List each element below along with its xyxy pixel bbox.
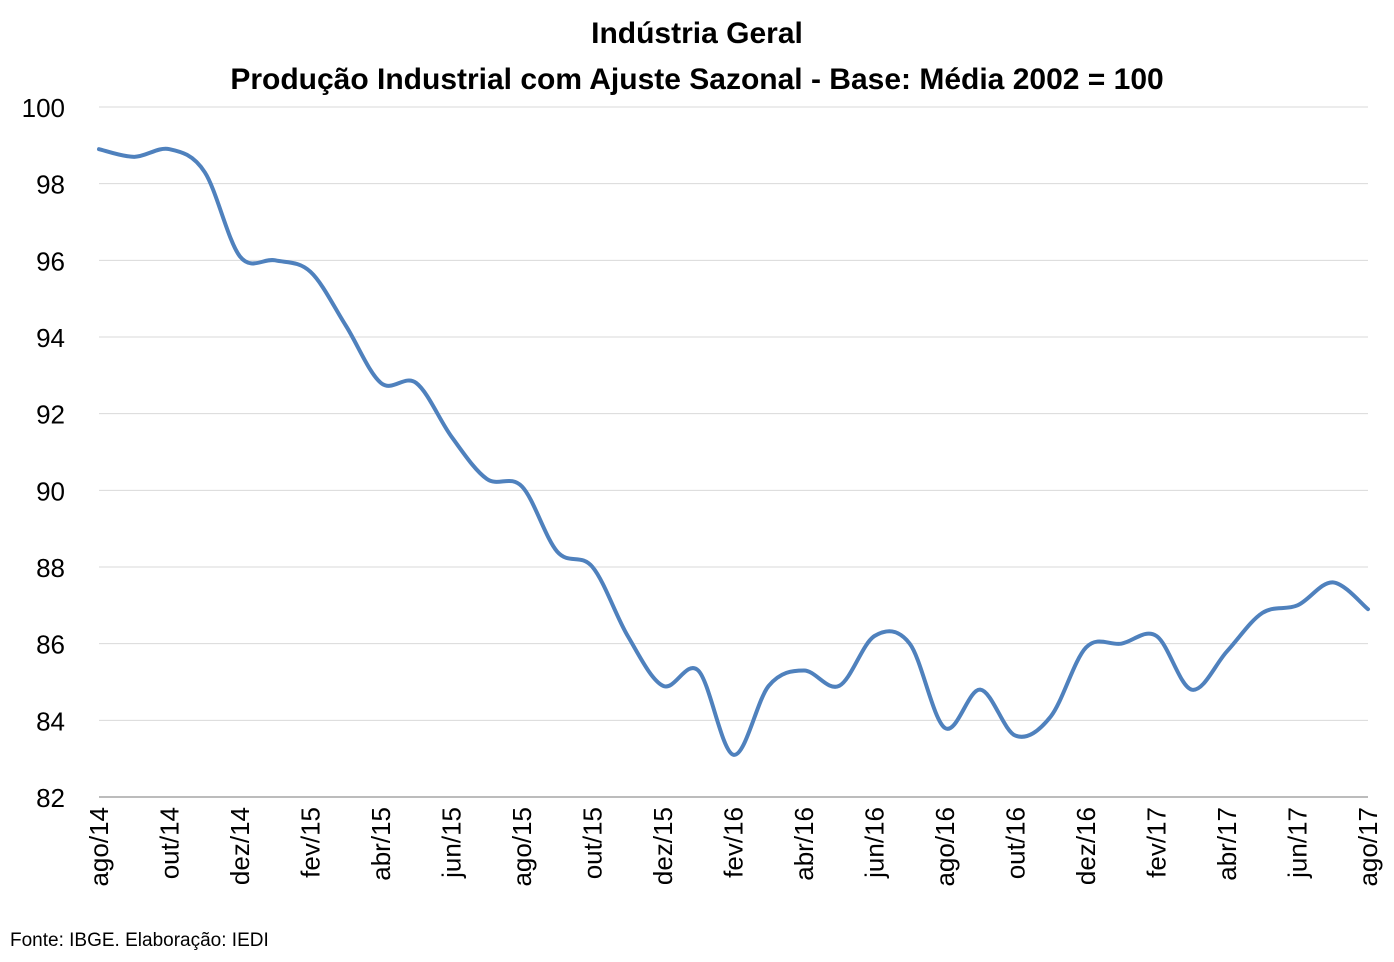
data-point	[414, 381, 418, 385]
x-tick-label: ago/16	[930, 807, 960, 887]
data-point	[132, 155, 136, 159]
data-point	[1225, 649, 1229, 653]
data-point	[908, 642, 912, 646]
data-point	[1119, 642, 1123, 646]
x-tick-label: fev/15	[296, 807, 326, 878]
series-line	[97, 146, 1370, 757]
data-point	[1049, 715, 1053, 719]
x-tick-label: out/14	[155, 807, 185, 879]
y-tick-label: 82	[36, 783, 65, 813]
x-tick-label: ago/17	[1353, 807, 1383, 887]
data-point	[485, 477, 489, 481]
data-point	[1366, 607, 1370, 611]
data-point	[203, 170, 207, 174]
x-tick-label: dez/15	[648, 807, 678, 885]
y-tick-label: 98	[36, 170, 65, 200]
data-point	[661, 684, 665, 688]
data-point	[943, 726, 947, 730]
y-tick-label: 86	[36, 630, 65, 660]
x-tick-label: fev/16	[719, 807, 749, 878]
y-tick-label: 84	[36, 706, 65, 736]
x-tick-label: fev/17	[1142, 807, 1172, 878]
x-tick-label: ago/14	[84, 807, 114, 887]
data-point	[450, 435, 454, 439]
x-tick-label: jun/17	[1283, 807, 1313, 879]
y-tick-label: 94	[36, 323, 65, 353]
data-point	[379, 381, 383, 385]
data-point	[344, 324, 348, 328]
x-tick-label: abr/15	[366, 807, 396, 881]
x-axis-tick-labels: ago/14 out/14 dez/14 fev/15 abr/15 jun/15 ago/…	[84, 807, 1383, 887]
data-point	[1260, 611, 1264, 615]
y-tick-label: 92	[36, 400, 65, 430]
data-point	[168, 147, 172, 151]
data-point	[1014, 734, 1018, 738]
chart-title: Indústria Geral	[591, 17, 803, 50]
x-tick-label: out/16	[1001, 807, 1031, 879]
chart-subtitle: Produção Industrial com Ajuste Sazonal -…	[230, 63, 1163, 96]
data-point	[309, 270, 313, 274]
data-point	[1084, 646, 1088, 650]
y-axis-tick-labels: 100 98 96 94 92 90 88 86 84 82	[22, 93, 65, 813]
data-point	[1190, 688, 1194, 692]
data-point	[696, 669, 700, 673]
x-tick-label: dez/14	[225, 807, 255, 885]
x-tick-label: jun/16	[860, 807, 890, 879]
y-tick-label: 88	[36, 553, 65, 583]
data-point	[1155, 634, 1159, 638]
data-point	[626, 634, 630, 638]
y-tick-label: 100	[22, 93, 65, 123]
y-tick-label: 96	[36, 246, 65, 276]
data-point	[802, 669, 806, 673]
data-point	[1331, 580, 1335, 584]
x-tick-label: out/15	[578, 807, 608, 879]
data-point	[273, 258, 277, 262]
data-point	[97, 147, 101, 151]
x-tick-label: ago/15	[507, 807, 537, 887]
data-point	[837, 684, 841, 688]
data-point	[1296, 603, 1300, 607]
data-point	[591, 565, 595, 569]
x-tick-label: abr/16	[789, 807, 819, 881]
gridlines	[99, 106, 1368, 721]
x-tick-label: jun/15	[437, 807, 467, 879]
data-point	[873, 634, 877, 638]
data-point	[555, 550, 559, 554]
data-point	[238, 255, 242, 259]
x-tick-label: dez/16	[1071, 807, 1101, 885]
x-tick-label: abr/17	[1212, 807, 1242, 881]
y-tick-label: 90	[36, 476, 65, 506]
data-point	[520, 485, 524, 489]
data-point	[732, 753, 736, 757]
data-point	[978, 688, 982, 692]
series-layer	[97, 146, 1370, 757]
data-point	[767, 684, 771, 688]
source-note: Fonte: IBGE. Elaboração: IEDI	[10, 930, 269, 951]
